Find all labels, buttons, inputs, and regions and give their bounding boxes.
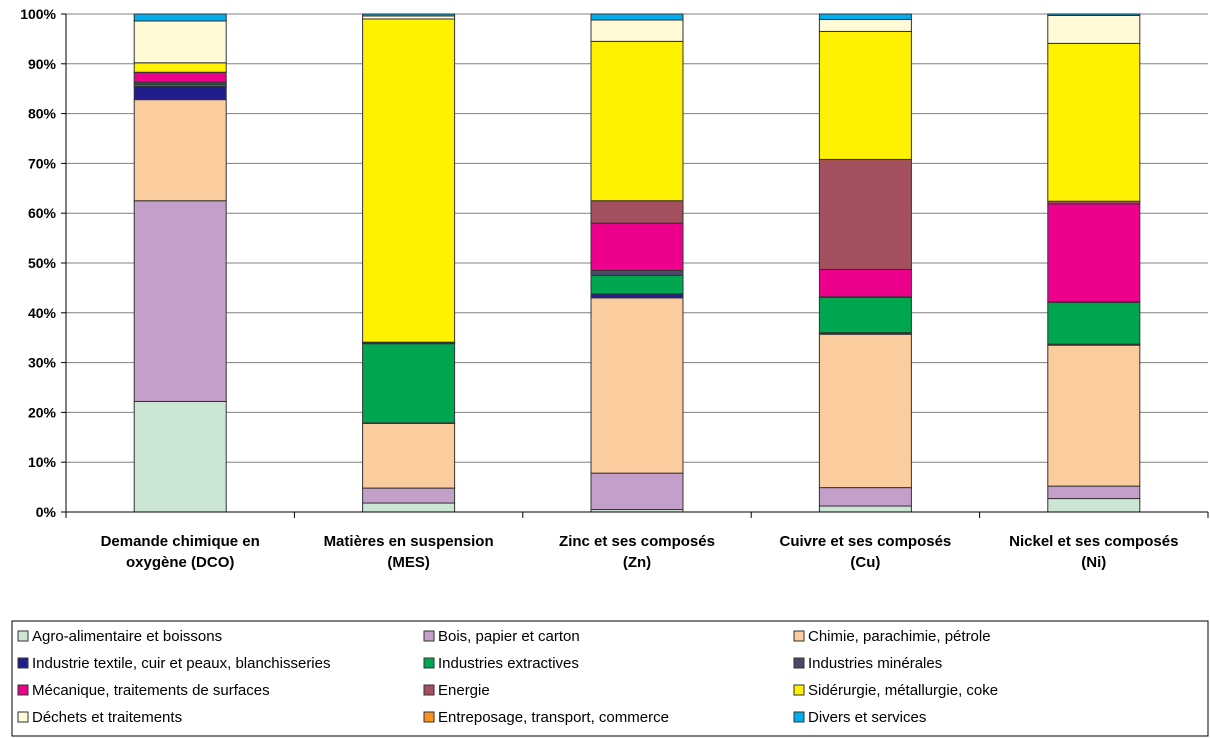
y-tick-label: 10% xyxy=(28,454,57,470)
y-tick-label: 30% xyxy=(28,355,57,371)
bar-segment xyxy=(818,268,912,298)
legend-swatch xyxy=(423,684,435,696)
category-label: (Cu) xyxy=(850,554,880,571)
bar-segment xyxy=(590,200,684,224)
bar-segment xyxy=(818,18,912,32)
category-label: (Ni) xyxy=(1081,554,1106,571)
bar-segment xyxy=(362,13,456,17)
bar-segment xyxy=(818,30,912,160)
bar-segment xyxy=(362,422,456,489)
bar-segment xyxy=(1047,498,1141,513)
bar-segment xyxy=(818,505,912,513)
y-tick-label: 20% xyxy=(28,404,57,420)
bar-segment xyxy=(590,274,684,295)
legend-label: Mécanique, traitements de surfaces xyxy=(32,682,270,699)
bar-segment xyxy=(818,158,912,270)
bar-segment xyxy=(818,487,912,507)
bar-segment xyxy=(362,18,456,343)
legend-swatch xyxy=(17,630,29,642)
bar-segment xyxy=(1047,14,1141,44)
y-tick-label: 80% xyxy=(28,106,57,122)
bar-segment xyxy=(133,62,227,73)
bar-segment xyxy=(1047,485,1141,500)
legend-swatch xyxy=(793,657,805,669)
legend-swatch xyxy=(793,630,805,642)
legend-label: Agro-alimentaire et boissons xyxy=(32,628,222,645)
bar-segment xyxy=(362,343,456,424)
bar-segment xyxy=(590,40,684,202)
bar-segment xyxy=(133,20,227,64)
legend-swatch xyxy=(423,711,435,723)
legend-label: Divers et services xyxy=(808,709,926,726)
bar-segment xyxy=(1047,301,1141,345)
legend-label: Sidérurgie, métallurgie, coke xyxy=(808,682,998,699)
legend-swatch xyxy=(17,711,29,723)
bar-segment xyxy=(818,333,912,489)
y-tick-label: 100% xyxy=(20,6,56,22)
category-label: Demande chimique en xyxy=(101,533,260,550)
category-label: (Zn) xyxy=(623,554,651,571)
bars xyxy=(133,13,1141,513)
bar-segment xyxy=(133,99,227,202)
category-label: (MES) xyxy=(387,554,430,571)
legend-label: Industries extractives xyxy=(438,655,579,672)
category-label: Cuivre et ses composés xyxy=(780,533,952,550)
category-label: Zinc et ses composés xyxy=(559,533,715,550)
legend-label: Bois, papier et carton xyxy=(438,628,580,645)
bar-segment xyxy=(362,487,456,504)
legend-swatch xyxy=(17,657,29,669)
legend-swatch xyxy=(423,657,435,669)
bar-segment xyxy=(818,296,912,334)
legend-label: Chimie, parachimie, pétrole xyxy=(808,628,991,645)
bar-segment xyxy=(133,85,227,101)
bar-segment xyxy=(133,13,227,22)
category-labels: Demande chimique en oxygène (DCO) Matières… xyxy=(101,533,1179,571)
y-tick-label: 90% xyxy=(28,56,57,72)
bar-segment xyxy=(362,502,456,513)
bar-segment xyxy=(133,400,227,513)
bar-segment xyxy=(590,297,684,474)
y-tick-label: 0% xyxy=(36,504,57,520)
legend-label: Industrie textile, cuir et peaux, blanch… xyxy=(32,655,330,672)
legend-swatch xyxy=(423,630,435,642)
bar-segment xyxy=(818,13,912,20)
legend-swatch xyxy=(17,684,29,696)
legend-box xyxy=(11,620,1209,737)
y-tick-label: 70% xyxy=(28,155,57,171)
axes xyxy=(61,13,1209,518)
bar-segment xyxy=(590,222,684,271)
bar-segment xyxy=(1047,42,1141,202)
legend-swatch xyxy=(793,684,805,696)
category-label: oxygène (DCO) xyxy=(126,554,234,571)
legend: Agro-alimentaire et boissons Bois, papier… xyxy=(11,620,1209,737)
legend-label: Déchets et traitements xyxy=(32,709,182,726)
bar-segment xyxy=(133,200,227,402)
y-tick-label: 40% xyxy=(28,305,57,321)
category-label: Nickel et ses composés xyxy=(1009,533,1178,550)
legend-label: Entreposage, transport, commerce xyxy=(438,709,669,726)
bar-segment xyxy=(1047,344,1141,487)
bar-segment xyxy=(1047,203,1141,303)
bar-segment xyxy=(590,472,684,511)
bar-segment xyxy=(590,293,684,299)
bar-segment xyxy=(590,13,684,21)
category-label: Matières en suspension xyxy=(324,533,494,550)
legend-label: Energie xyxy=(438,682,490,699)
legend-label: Industries minérales xyxy=(808,655,942,672)
y-tick-label: 50% xyxy=(28,255,57,271)
y-tick-labels: 0% 10% 20% 30% 40% 50% 60% 70% 80% 90% 100% xyxy=(20,6,56,520)
legend-swatch xyxy=(793,711,805,723)
bar-segment xyxy=(133,71,227,83)
bar-segment xyxy=(1047,13,1141,16)
y-tick-label: 60% xyxy=(28,205,57,221)
bar-segment xyxy=(590,19,684,42)
bar-segment xyxy=(590,269,684,276)
